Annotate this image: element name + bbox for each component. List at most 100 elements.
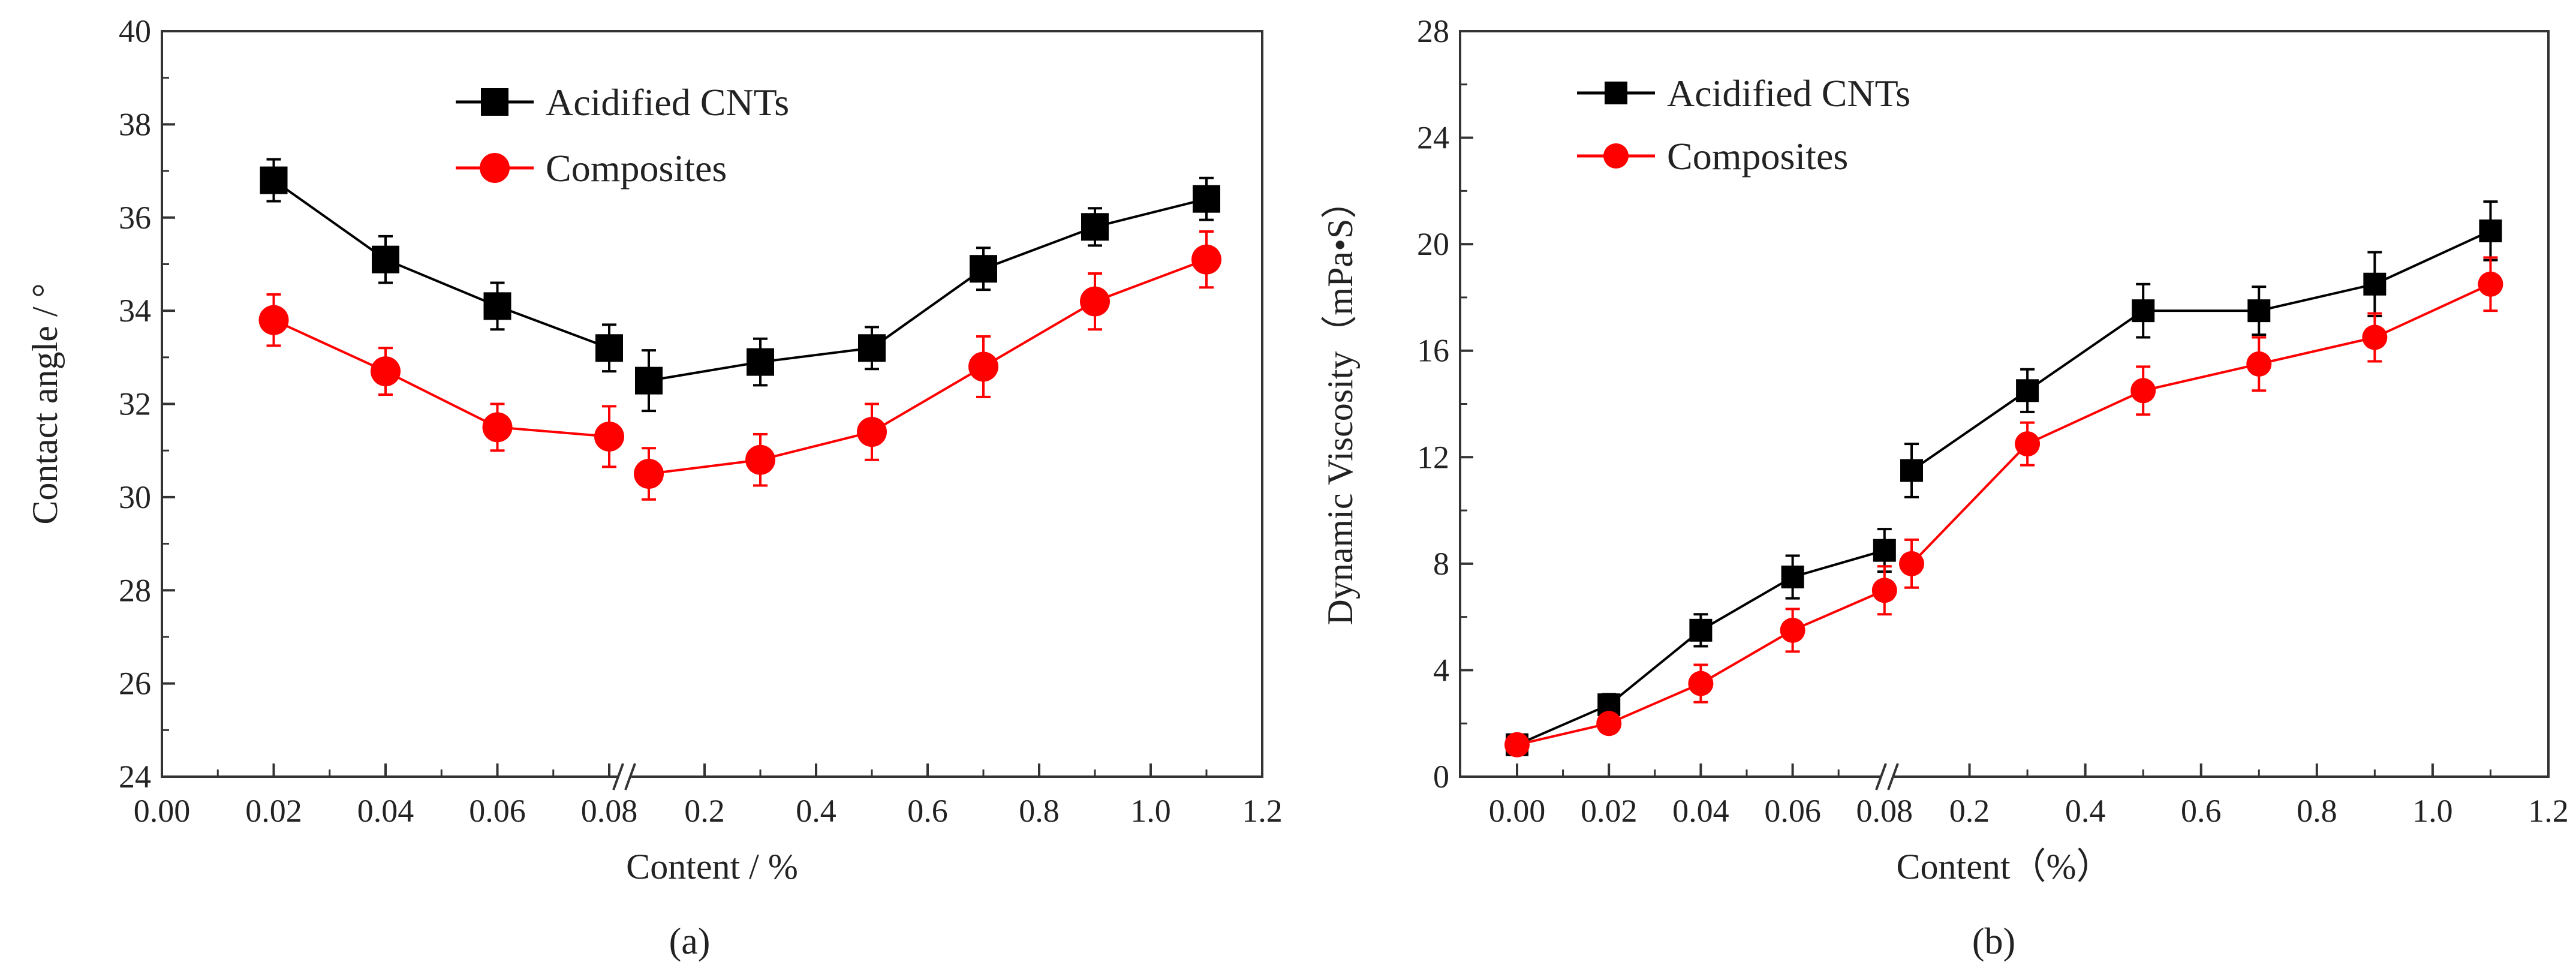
data-point — [2132, 299, 2155, 323]
data-point — [1873, 539, 1896, 562]
y-tick-label: 0 — [1433, 759, 1449, 795]
x-tick-label: 0.8 — [1019, 793, 1060, 829]
y-tick-label: 30 — [119, 479, 151, 515]
data-point — [1081, 213, 1109, 241]
series-line — [648, 197, 1207, 382]
y-tick-label: 36 — [119, 200, 151, 236]
data-point — [1193, 185, 1220, 213]
legend-marker — [1605, 82, 1627, 104]
data-point — [745, 444, 775, 475]
data-point — [1781, 566, 1804, 589]
y-tick-label: 28 — [1417, 13, 1449, 49]
y-tick-label: 38 — [119, 106, 151, 142]
x-tick-label: 0.06 — [469, 793, 526, 829]
data-point — [2015, 431, 2041, 457]
data-point — [260, 166, 288, 194]
series-line — [1910, 282, 2491, 565]
y-tick-label: 16 — [1417, 333, 1449, 369]
data-point — [2362, 324, 2388, 350]
legend-label: Acidified CNTs — [1667, 72, 1910, 115]
series-line — [1910, 230, 2491, 472]
x-tick-label: 0.00 — [134, 793, 191, 829]
x-tick-label: 0.02 — [245, 793, 302, 829]
x-tick-label: 1.2 — [2528, 793, 2569, 829]
series-acidified-cnts: Acidified CNTs — [260, 81, 1220, 413]
data-point — [2478, 271, 2503, 297]
y-tick-label: 24 — [119, 759, 151, 795]
y-axis-title: Dynamic Viscosity（mPa•S） — [1320, 183, 1360, 626]
x-tick-label: 1.0 — [1130, 793, 1171, 829]
series-acidified-cnts: Acidified CNTs — [1506, 72, 2502, 756]
legend-label: Composites — [546, 147, 727, 190]
data-point — [1688, 671, 1714, 696]
data-point — [371, 356, 401, 387]
plot-frame — [1459, 30, 2550, 778]
x-tick-label: 0.4 — [796, 793, 836, 829]
chart-panel-b: 0 4 8 12 16 20 24 28 0.00 0.02 0.04 0.06 0.08 0.2 0.4 0… — [1320, 13, 2569, 962]
axis-break-mark — [624, 763, 636, 790]
data-point — [1871, 578, 1897, 603]
data-point — [594, 421, 624, 452]
data-point — [595, 334, 623, 362]
y-axis-title: Contact angle / ° — [25, 283, 65, 524]
data-point — [634, 459, 664, 489]
data-point — [1899, 551, 1924, 576]
series-line — [273, 318, 610, 438]
y-tick-label: 24 — [1417, 120, 1449, 156]
series-line — [1516, 549, 1885, 746]
data-point — [482, 412, 513, 443]
data-point — [483, 292, 511, 320]
series-line — [648, 258, 1207, 476]
x-tick-label: 1.0 — [2412, 793, 2453, 829]
y-tick-label: 28 — [119, 572, 151, 608]
panel-label: (b) — [1972, 921, 2015, 962]
x-tick-label: 0.08 — [581, 793, 638, 829]
y-tick-label: 34 — [119, 293, 151, 329]
data-point — [1689, 618, 1713, 642]
legend-marker — [481, 88, 508, 116]
data-point — [857, 417, 887, 447]
legend-marker — [1603, 143, 1629, 169]
x-axis-title: Content（%） — [1897, 847, 2112, 886]
data-point — [1900, 459, 1923, 482]
x-axis-title: Content / % — [626, 847, 798, 886]
y-tick-label: 40 — [119, 13, 151, 49]
data-point — [372, 245, 399, 273]
x-tick-label: 0.6 — [907, 793, 948, 829]
x-tick-label: 0.2 — [1949, 793, 1990, 829]
y-tick-label: 4 — [1433, 652, 1449, 688]
y-tick-label: 8 — [1433, 546, 1449, 582]
legend-label: Composites — [1667, 135, 1848, 178]
series-composites: Composites — [1504, 135, 2503, 757]
data-point — [968, 351, 998, 382]
axis-break-mark — [612, 763, 624, 790]
axis-break-mark — [1887, 763, 1899, 790]
series-line — [273, 179, 610, 350]
data-point — [1596, 711, 1622, 736]
x-tick-label: 0.06 — [1764, 793, 1821, 829]
x-tick-label: 0.6 — [2181, 793, 2222, 829]
data-point — [1191, 244, 1221, 275]
series-composites: Composites — [258, 147, 1221, 501]
x-tick-label: 0.08 — [1856, 793, 1913, 829]
x-tick-label: 0.2 — [684, 793, 725, 829]
data-point — [2130, 378, 2156, 404]
data-point — [258, 305, 289, 335]
legend-marker — [480, 153, 510, 183]
data-point — [747, 348, 774, 376]
data-point — [1080, 286, 1110, 317]
data-point — [2363, 272, 2387, 296]
y-tick-label: 12 — [1417, 439, 1449, 475]
data-point — [1504, 732, 1530, 757]
data-point — [858, 334, 886, 362]
y-tick-label: 32 — [119, 386, 151, 422]
data-point — [2016, 379, 2039, 402]
x-tick-label: 0.8 — [2297, 793, 2337, 829]
data-point — [970, 255, 997, 283]
x-tick-label: 0.04 — [1672, 793, 1729, 829]
panel-label: (a) — [669, 921, 711, 962]
x-tick-label: 0.02 — [1581, 793, 1638, 829]
x-tick-label: 1.2 — [1242, 793, 1283, 829]
data-point — [2479, 219, 2502, 242]
data-point — [1780, 617, 1805, 643]
